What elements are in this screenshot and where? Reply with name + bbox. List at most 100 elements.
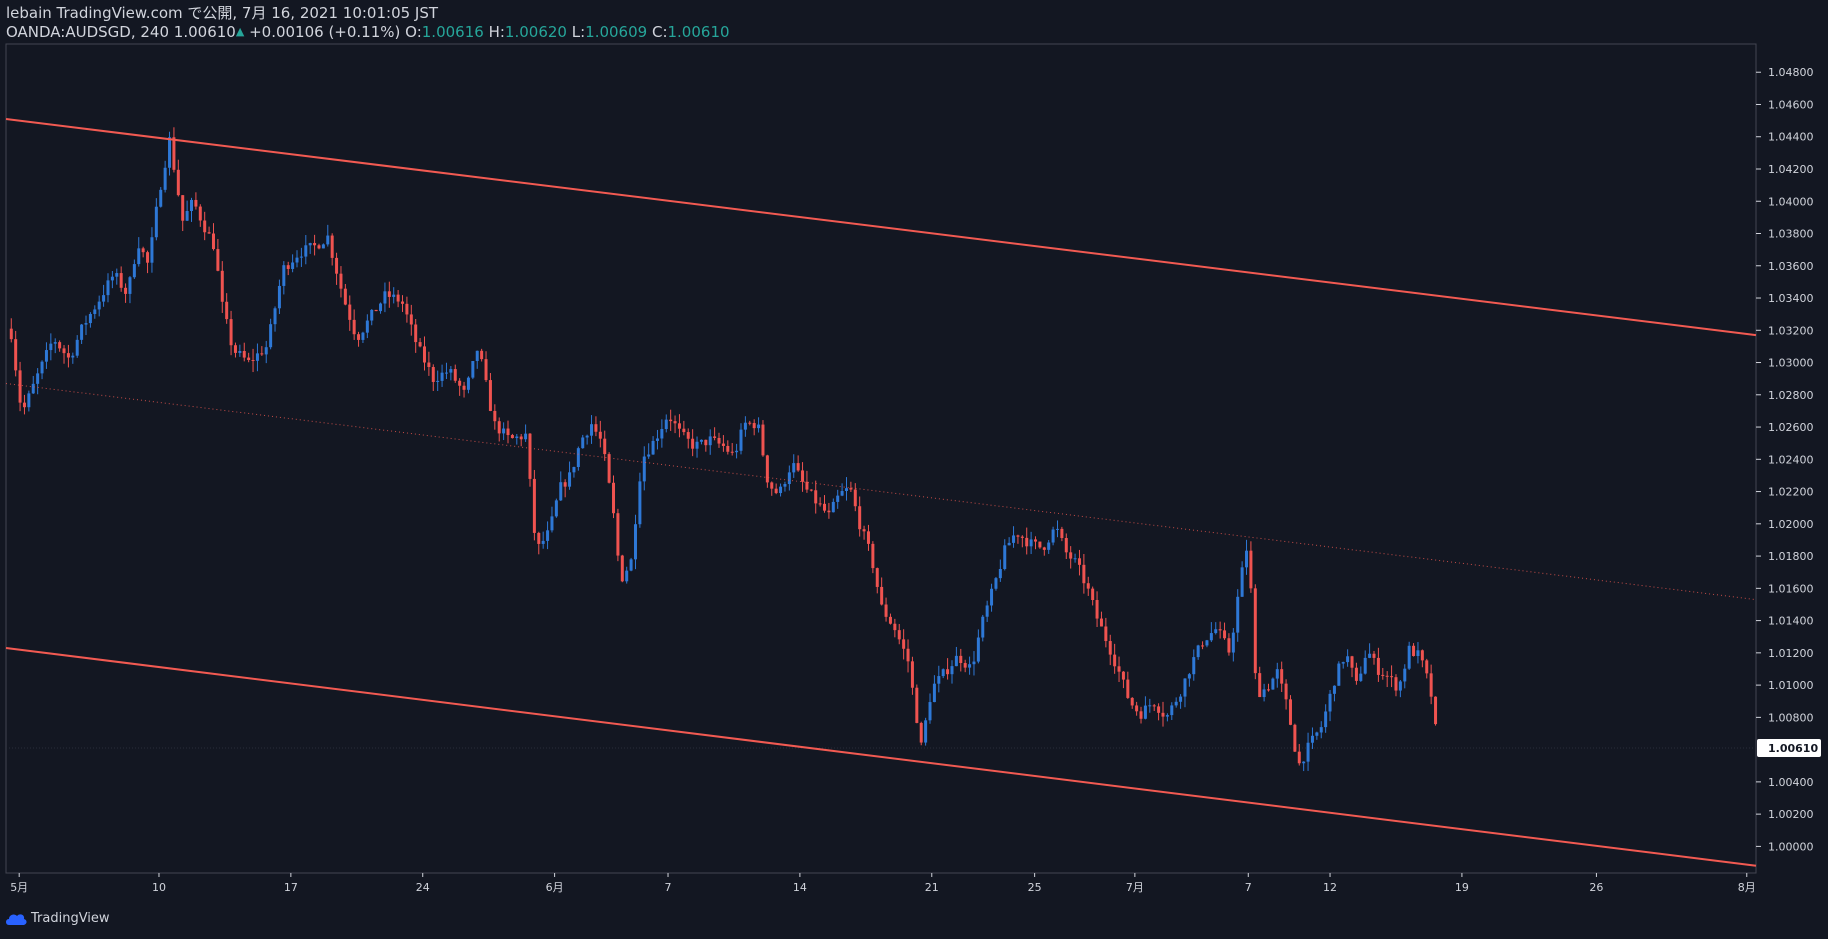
close-value: 1.00610 <box>667 23 730 41</box>
candle-down <box>528 433 532 479</box>
candle-up <box>1165 715 1169 717</box>
candle-down <box>1293 724 1297 752</box>
candle-up <box>1007 542 1011 546</box>
candle-down <box>959 655 963 664</box>
channel-lines[interactable] <box>5 118 1757 867</box>
candle-down <box>774 488 778 494</box>
candle-up <box>44 350 48 362</box>
price-change: +0.00106 (+0.11%) <box>249 23 401 41</box>
current-price-label: 1.00610 <box>1768 742 1818 755</box>
candle-up <box>664 419 668 430</box>
candle-up <box>304 245 308 257</box>
candle-up <box>295 257 299 263</box>
low-label: L: <box>571 23 586 41</box>
candle-up <box>831 501 835 513</box>
candle-up <box>581 437 585 449</box>
low-value: 1.00609 <box>585 23 648 41</box>
candle-down <box>858 506 862 530</box>
candle-up <box>1275 669 1279 679</box>
symbol-name[interactable]: OANDA:AUDSGD, 240 <box>6 23 170 41</box>
candle-up <box>308 243 312 246</box>
candle-down <box>563 482 567 487</box>
price-axis[interactable]: 1.00000 1.00200 1.00400 1.00800 1.01000 1.012… <box>1756 66 1814 853</box>
price-tick-label: 1.00200 <box>1768 808 1814 821</box>
candle-up <box>1359 673 1363 681</box>
candle-down <box>814 490 818 504</box>
candle-down <box>1288 699 1292 725</box>
candle-down <box>207 232 211 234</box>
candle-down <box>1157 706 1161 713</box>
time-axis[interactable]: 5月 10 17 24 6月 7 14 21 25 7月 7 12 19 26 8月 <box>10 873 1756 894</box>
candle-up <box>1012 535 1016 543</box>
candle-down <box>1227 638 1231 653</box>
lower-channel-line[interactable] <box>5 647 1757 867</box>
candle-down <box>686 432 690 439</box>
candle-down <box>510 435 514 439</box>
candle-up <box>990 588 994 606</box>
price-tick-label: 1.00800 <box>1768 711 1814 724</box>
candle-up <box>1262 689 1266 698</box>
candle-up <box>1271 678 1275 690</box>
candle-up <box>1003 545 1007 569</box>
candle-down <box>1020 536 1024 538</box>
candle-down <box>260 353 264 355</box>
candle-down <box>1253 588 1257 674</box>
candle-down <box>352 319 356 335</box>
candle-up <box>1051 529 1055 543</box>
up-triangle-icon: ▲ <box>235 25 245 38</box>
candle-up <box>102 295 106 302</box>
candle-down <box>216 249 220 271</box>
candle-down <box>1412 645 1416 657</box>
candle-down <box>22 402 26 408</box>
candle-down <box>374 309 378 312</box>
candle-up <box>840 491 844 496</box>
candle-down <box>915 687 919 723</box>
high-label: H: <box>488 23 505 41</box>
candle-up <box>559 482 563 501</box>
price-tick-label: 1.01600 <box>1768 582 1814 595</box>
tradingview-logo[interactable]: TradingView <box>5 911 110 926</box>
candle-down <box>1429 673 1433 697</box>
price-tick-label: 1.04400 <box>1768 131 1814 144</box>
upper-channel-line[interactable] <box>5 118 1757 337</box>
candle-up <box>190 199 194 211</box>
candle-up <box>625 570 629 582</box>
candle-down <box>1038 541 1042 548</box>
candle-up <box>466 377 470 390</box>
candle-down <box>532 478 536 533</box>
candle-up <box>1324 711 1328 728</box>
candle-up <box>1192 657 1196 675</box>
publish-line: lebain TradingView.com で公開, 7月 16, 2021 … <box>6 4 439 22</box>
candle-down <box>1390 676 1394 678</box>
candle-up <box>928 702 932 721</box>
candle-down <box>401 301 405 304</box>
candle-down <box>141 248 145 253</box>
candle-down <box>888 616 892 624</box>
candle-up <box>502 428 506 434</box>
candle-up <box>708 436 712 446</box>
candle-down <box>1372 653 1376 658</box>
candle-up <box>546 530 550 541</box>
middle-channel-line[interactable] <box>5 383 1757 601</box>
candle-down <box>1284 683 1288 700</box>
candle-up <box>273 308 277 325</box>
price-tick-label: 1.03200 <box>1768 324 1814 337</box>
time-tick-label: 21 <box>925 881 939 894</box>
candle-up <box>1346 656 1350 663</box>
candle-down <box>1381 674 1385 676</box>
candle-down <box>1042 547 1046 550</box>
candle-down <box>748 422 752 424</box>
candle-up <box>321 244 325 249</box>
candle-down <box>1394 677 1398 691</box>
candle-down <box>862 529 866 532</box>
time-tick-label: 25 <box>1028 881 1042 894</box>
candle-down <box>1139 711 1143 719</box>
candle-up <box>994 578 998 589</box>
candle-down <box>506 428 510 436</box>
candle-up <box>972 661 976 665</box>
candle-up <box>1310 735 1314 743</box>
candle-up <box>550 516 554 531</box>
candle-down <box>1130 697 1134 706</box>
candle-up <box>787 472 791 485</box>
